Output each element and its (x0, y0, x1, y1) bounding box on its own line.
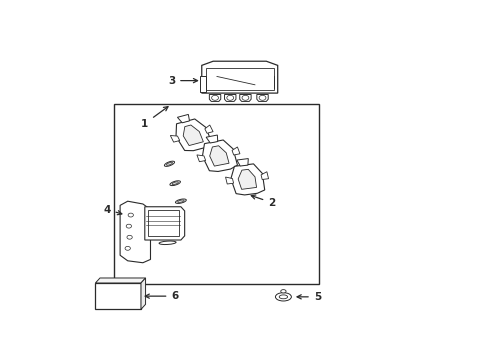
Polygon shape (206, 135, 218, 143)
Text: 4: 4 (103, 204, 122, 215)
Polygon shape (209, 94, 220, 102)
Circle shape (128, 213, 133, 217)
Polygon shape (171, 135, 180, 142)
Text: 6: 6 (145, 291, 179, 301)
Bar (115, 104, 319, 284)
Polygon shape (224, 94, 236, 102)
Circle shape (126, 224, 131, 228)
Polygon shape (96, 278, 146, 283)
Ellipse shape (172, 182, 178, 185)
Polygon shape (141, 278, 146, 309)
Circle shape (227, 95, 234, 100)
Ellipse shape (170, 181, 180, 186)
Circle shape (242, 95, 249, 100)
Text: 5: 5 (297, 292, 321, 302)
Polygon shape (232, 147, 240, 155)
Polygon shape (240, 94, 251, 102)
Polygon shape (177, 114, 190, 123)
Polygon shape (145, 207, 185, 240)
Bar (206, 68, 274, 90)
Polygon shape (225, 177, 234, 184)
Ellipse shape (175, 199, 186, 203)
Polygon shape (202, 61, 278, 93)
Polygon shape (231, 164, 265, 195)
Ellipse shape (159, 241, 176, 244)
Polygon shape (261, 172, 269, 180)
Bar (200, 76, 206, 92)
Ellipse shape (164, 161, 174, 166)
Polygon shape (202, 140, 238, 171)
Polygon shape (197, 155, 206, 162)
Polygon shape (183, 125, 203, 145)
Polygon shape (257, 94, 268, 102)
Circle shape (127, 235, 132, 239)
Ellipse shape (281, 290, 286, 293)
Bar (148, 210, 179, 236)
Circle shape (212, 95, 219, 100)
Polygon shape (205, 125, 213, 133)
Text: 1: 1 (141, 107, 168, 129)
Bar (96, 283, 141, 309)
Polygon shape (238, 169, 257, 189)
Ellipse shape (178, 200, 184, 202)
Ellipse shape (275, 293, 292, 301)
Polygon shape (237, 158, 248, 166)
Ellipse shape (279, 295, 288, 299)
Text: 3: 3 (168, 76, 197, 86)
Polygon shape (120, 201, 150, 263)
Polygon shape (176, 119, 212, 151)
Polygon shape (210, 146, 229, 166)
Ellipse shape (167, 162, 172, 165)
Text: 2: 2 (251, 195, 275, 208)
Circle shape (259, 95, 266, 100)
Circle shape (125, 246, 130, 250)
